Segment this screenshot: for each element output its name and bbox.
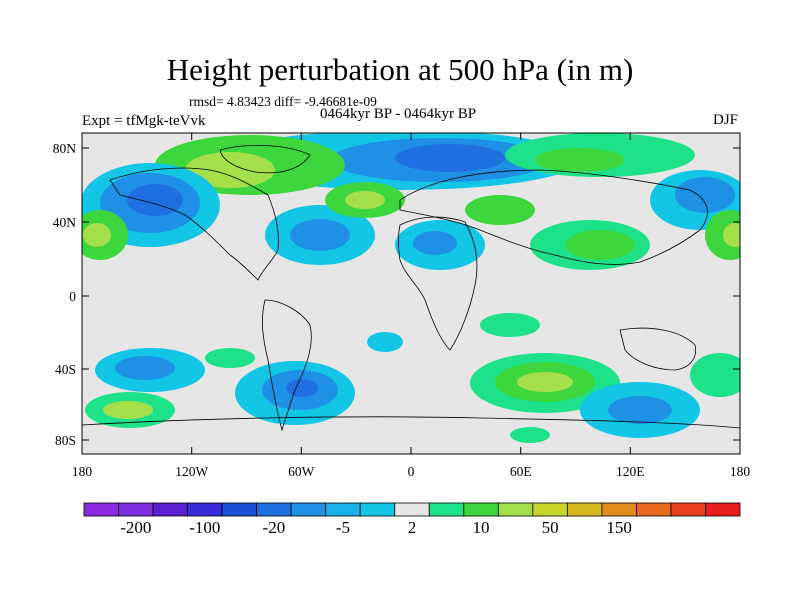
africa-outline xyxy=(398,216,478,351)
colorbar-label: -5 xyxy=(335,518,351,537)
south-america-outline xyxy=(262,299,312,432)
lon-tick-label: 120E xyxy=(616,464,645,479)
longitude-axis: 180 120W 60W 0 60E 120E 180 xyxy=(72,133,751,479)
colorbar-label: 2 xyxy=(407,518,417,537)
lat-tick-label: 80N xyxy=(53,141,77,156)
contour-region xyxy=(608,396,672,424)
experiment-label: Expt = tfMgk-teVvk xyxy=(82,113,206,129)
contour-region xyxy=(395,144,505,172)
lat-tick-label: 40N xyxy=(53,215,77,230)
contour-region xyxy=(465,195,535,225)
colorbar-swatch xyxy=(221,502,258,517)
contour-region xyxy=(480,313,540,337)
colorbar-swatch xyxy=(497,502,534,517)
colorbar-label: 50 xyxy=(541,518,559,537)
contour-region xyxy=(286,379,318,397)
colorbar-swatch xyxy=(670,502,706,517)
eurasia-outline xyxy=(399,169,708,265)
colorbar-swatch xyxy=(118,502,154,517)
colorbar-label: -20 xyxy=(262,518,286,537)
colorbar-swatch xyxy=(601,502,637,517)
colorbar-swatch xyxy=(705,502,741,517)
contour-region xyxy=(705,210,740,260)
lon-tick-label: 0 xyxy=(408,464,415,479)
colorbar-swatch xyxy=(290,502,327,517)
contour-region xyxy=(127,184,183,216)
lon-tick-label: 120W xyxy=(175,464,208,479)
colorbar-swatch xyxy=(152,502,188,517)
colorbar-swatch xyxy=(532,502,568,517)
colorbar-swatch xyxy=(636,502,672,517)
colorbar-swatch xyxy=(463,502,499,517)
latitude-axis: 80N 40N 0 40S 80S xyxy=(53,141,740,448)
contour-region xyxy=(185,152,275,188)
colorbar-label: -100 xyxy=(189,518,221,537)
coastlines xyxy=(82,145,740,432)
australia-outline xyxy=(619,327,697,371)
colorbar-swatch xyxy=(359,502,396,517)
greenland-outline xyxy=(219,145,311,174)
colorbar-swatch xyxy=(187,502,223,517)
period-label: 0464kyr BP - 0464kyr BP xyxy=(320,106,477,122)
contour-region xyxy=(723,223,740,247)
colorbar-label: -200 xyxy=(120,518,152,537)
contour-region xyxy=(83,223,111,247)
colorbar-swatch xyxy=(428,502,465,517)
colorbar-swatch xyxy=(325,502,361,517)
lat-tick-label: 0 xyxy=(69,289,76,304)
map-title: Height perturbation at 500 hPa (in m) xyxy=(166,52,634,87)
contour-region xyxy=(517,372,573,392)
stats-label: rmsd= 4.83423 diff= -9.46681e-09 xyxy=(189,94,377,109)
contour-fields xyxy=(82,133,740,443)
contour-region xyxy=(115,356,175,380)
colorbar xyxy=(83,502,741,517)
colorbar-label: 10 xyxy=(472,518,490,537)
colorbar-label: 150 xyxy=(606,518,632,537)
lon-tick-label: 60W xyxy=(288,464,315,479)
antarctica-outline xyxy=(82,416,740,429)
contour-region xyxy=(103,401,153,419)
colorbar-swatch xyxy=(256,502,292,517)
lon-tick-label: 180 xyxy=(72,464,93,479)
lat-tick-label: 80S xyxy=(55,433,76,448)
contour-region xyxy=(510,427,550,443)
contour-region xyxy=(367,332,403,352)
lon-tick-label: 180 xyxy=(730,464,751,479)
colorbar-swatch xyxy=(394,502,430,517)
lat-tick-label: 40S xyxy=(55,362,76,377)
lon-tick-label: 60E xyxy=(510,464,532,479)
contour-region xyxy=(690,353,740,397)
contour-region xyxy=(535,148,625,172)
contour-region xyxy=(675,177,735,213)
contour-region xyxy=(413,231,457,255)
contour-region xyxy=(345,191,385,209)
contour-region xyxy=(565,230,635,260)
colorbar-swatch xyxy=(83,502,119,517)
season-label: DJF xyxy=(713,112,739,128)
colorbar-swatch xyxy=(566,502,603,517)
north-america-outline xyxy=(109,167,279,281)
contour-region xyxy=(205,348,255,368)
contour-region xyxy=(290,219,350,251)
